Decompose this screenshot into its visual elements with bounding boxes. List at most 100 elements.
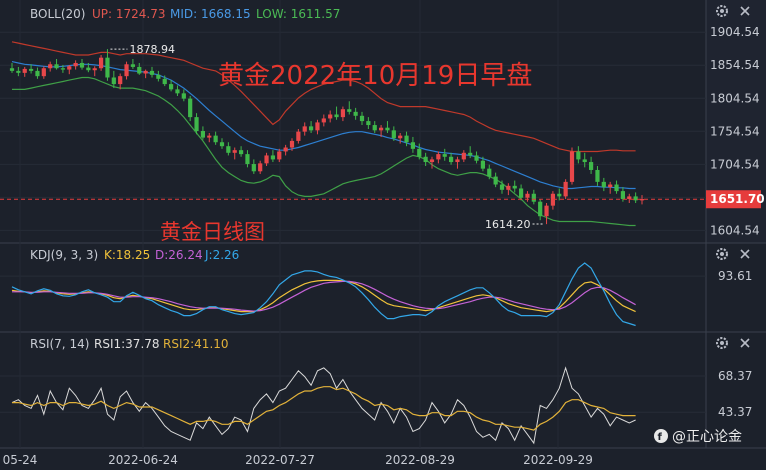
candle-body — [168, 84, 174, 90]
candle-body — [633, 196, 638, 201]
candle-body — [506, 185, 511, 190]
date-tick-label: 05-24 — [3, 453, 38, 467]
gear-icon[interactable] — [716, 248, 728, 260]
low-annotation-label: 1614.20 — [485, 218, 531, 231]
close-icon[interactable] — [740, 338, 750, 348]
candle-body — [569, 151, 575, 182]
candle-body — [372, 125, 377, 131]
candle-body — [16, 70, 21, 73]
price-tick-label: 1704.54 — [710, 157, 760, 171]
candle-body — [162, 78, 167, 85]
candle-body — [41, 68, 46, 77]
candle-body — [188, 98, 193, 118]
price-layer: 1878.94 1614.20 — [0, 41, 706, 231]
candle-body — [308, 126, 314, 131]
candle-body — [410, 142, 416, 149]
rsi-legend-name: RSI(7, 14) — [30, 337, 89, 351]
candle-body — [124, 64, 129, 77]
candle-body — [213, 135, 218, 143]
kdj-legend-name: KDJ(9, 3, 3) — [30, 248, 98, 262]
candle-body — [582, 159, 587, 163]
candle-body — [48, 64, 53, 69]
brand-logo-glyph: f — [658, 432, 663, 443]
candle-body — [468, 152, 473, 156]
price-panel — [0, 0, 706, 243]
price-tick-label: 1854.54 — [710, 58, 760, 72]
high-annotation-label: 1878.94 — [129, 43, 175, 56]
candle-body — [28, 68, 34, 71]
candle-body — [550, 193, 556, 206]
candle-body — [296, 131, 301, 141]
candle-body — [22, 68, 27, 73]
candle-body — [588, 162, 594, 170]
candle-body — [238, 150, 244, 155]
candle-body — [614, 184, 619, 192]
candle-body — [620, 191, 626, 200]
boll-legend-mid: MID: 1668.15 — [170, 7, 251, 21]
rsi-tick-label: 43.37 — [718, 405, 752, 419]
boll-legend-name: BOLL(20) — [30, 7, 85, 21]
boll-lower-line — [12, 76, 636, 227]
candle-body — [181, 93, 186, 99]
candle-body — [442, 154, 447, 157]
candle-body — [595, 169, 600, 182]
candle-body — [474, 155, 479, 161]
kdj-legend-j: J:2.26 — [204, 248, 239, 262]
candle-body — [315, 122, 320, 131]
rsi-legend-rsi2: RSI2:41.10 — [163, 337, 229, 351]
candle-body — [340, 109, 346, 118]
candle-body — [455, 159, 460, 163]
candle-body — [232, 150, 237, 153]
candle-body — [608, 184, 613, 188]
candle-body — [35, 70, 40, 77]
candle-body — [60, 68, 66, 70]
kdj-j-line — [11, 262, 636, 327]
watermark: f @正心论金 — [654, 429, 742, 445]
rsi2-line — [12, 386, 636, 431]
rsi-legend-rsi1: RSI1:37.78 — [94, 337, 160, 351]
candle-body — [302, 126, 307, 132]
kdj-k-line — [11, 279, 636, 313]
candle-body — [423, 156, 428, 163]
candle-body — [480, 160, 486, 169]
candle-body — [487, 168, 492, 177]
close-icon[interactable] — [740, 6, 750, 16]
candle-body — [175, 89, 180, 94]
gear-icon[interactable] — [716, 337, 728, 349]
kdj-legend-d: D:26.24 — [155, 248, 203, 262]
candle-body — [219, 142, 225, 147]
candle-body — [404, 135, 409, 143]
rsi1-line — [11, 366, 636, 445]
candle-body — [627, 196, 632, 200]
last-price-tag — [706, 190, 761, 209]
candle-body — [429, 159, 435, 163]
rsi-tick-label: 68.37 — [718, 369, 752, 383]
candle-body — [245, 154, 250, 165]
candle-body — [111, 77, 116, 85]
candle-body — [283, 147, 288, 152]
gear-icon[interactable] — [716, 5, 728, 17]
candle-body — [194, 117, 199, 131]
candle-body — [251, 164, 256, 172]
candle-body — [398, 135, 403, 139]
candle-body — [525, 193, 530, 198]
overlay-title: 黄金2022年10月19日早盘 — [218, 61, 532, 91]
candle-body — [143, 70, 148, 74]
candle-body — [347, 109, 352, 112]
candle-body — [378, 127, 384, 131]
candle-body — [149, 70, 155, 75]
close-icon[interactable] — [740, 249, 750, 259]
boll-upper-line — [11, 41, 636, 153]
candle-body — [137, 66, 142, 74]
candle-body — [328, 114, 333, 119]
candle-body — [105, 57, 110, 78]
candle-body — [98, 57, 104, 69]
candle-body — [499, 184, 505, 190]
candle-body — [436, 154, 441, 160]
rsi-layer — [11, 366, 636, 445]
date-tick-label: 2022-07-27 — [245, 453, 315, 467]
candle-body — [289, 140, 295, 148]
candle-body — [86, 67, 91, 71]
candle-body — [385, 127, 390, 131]
